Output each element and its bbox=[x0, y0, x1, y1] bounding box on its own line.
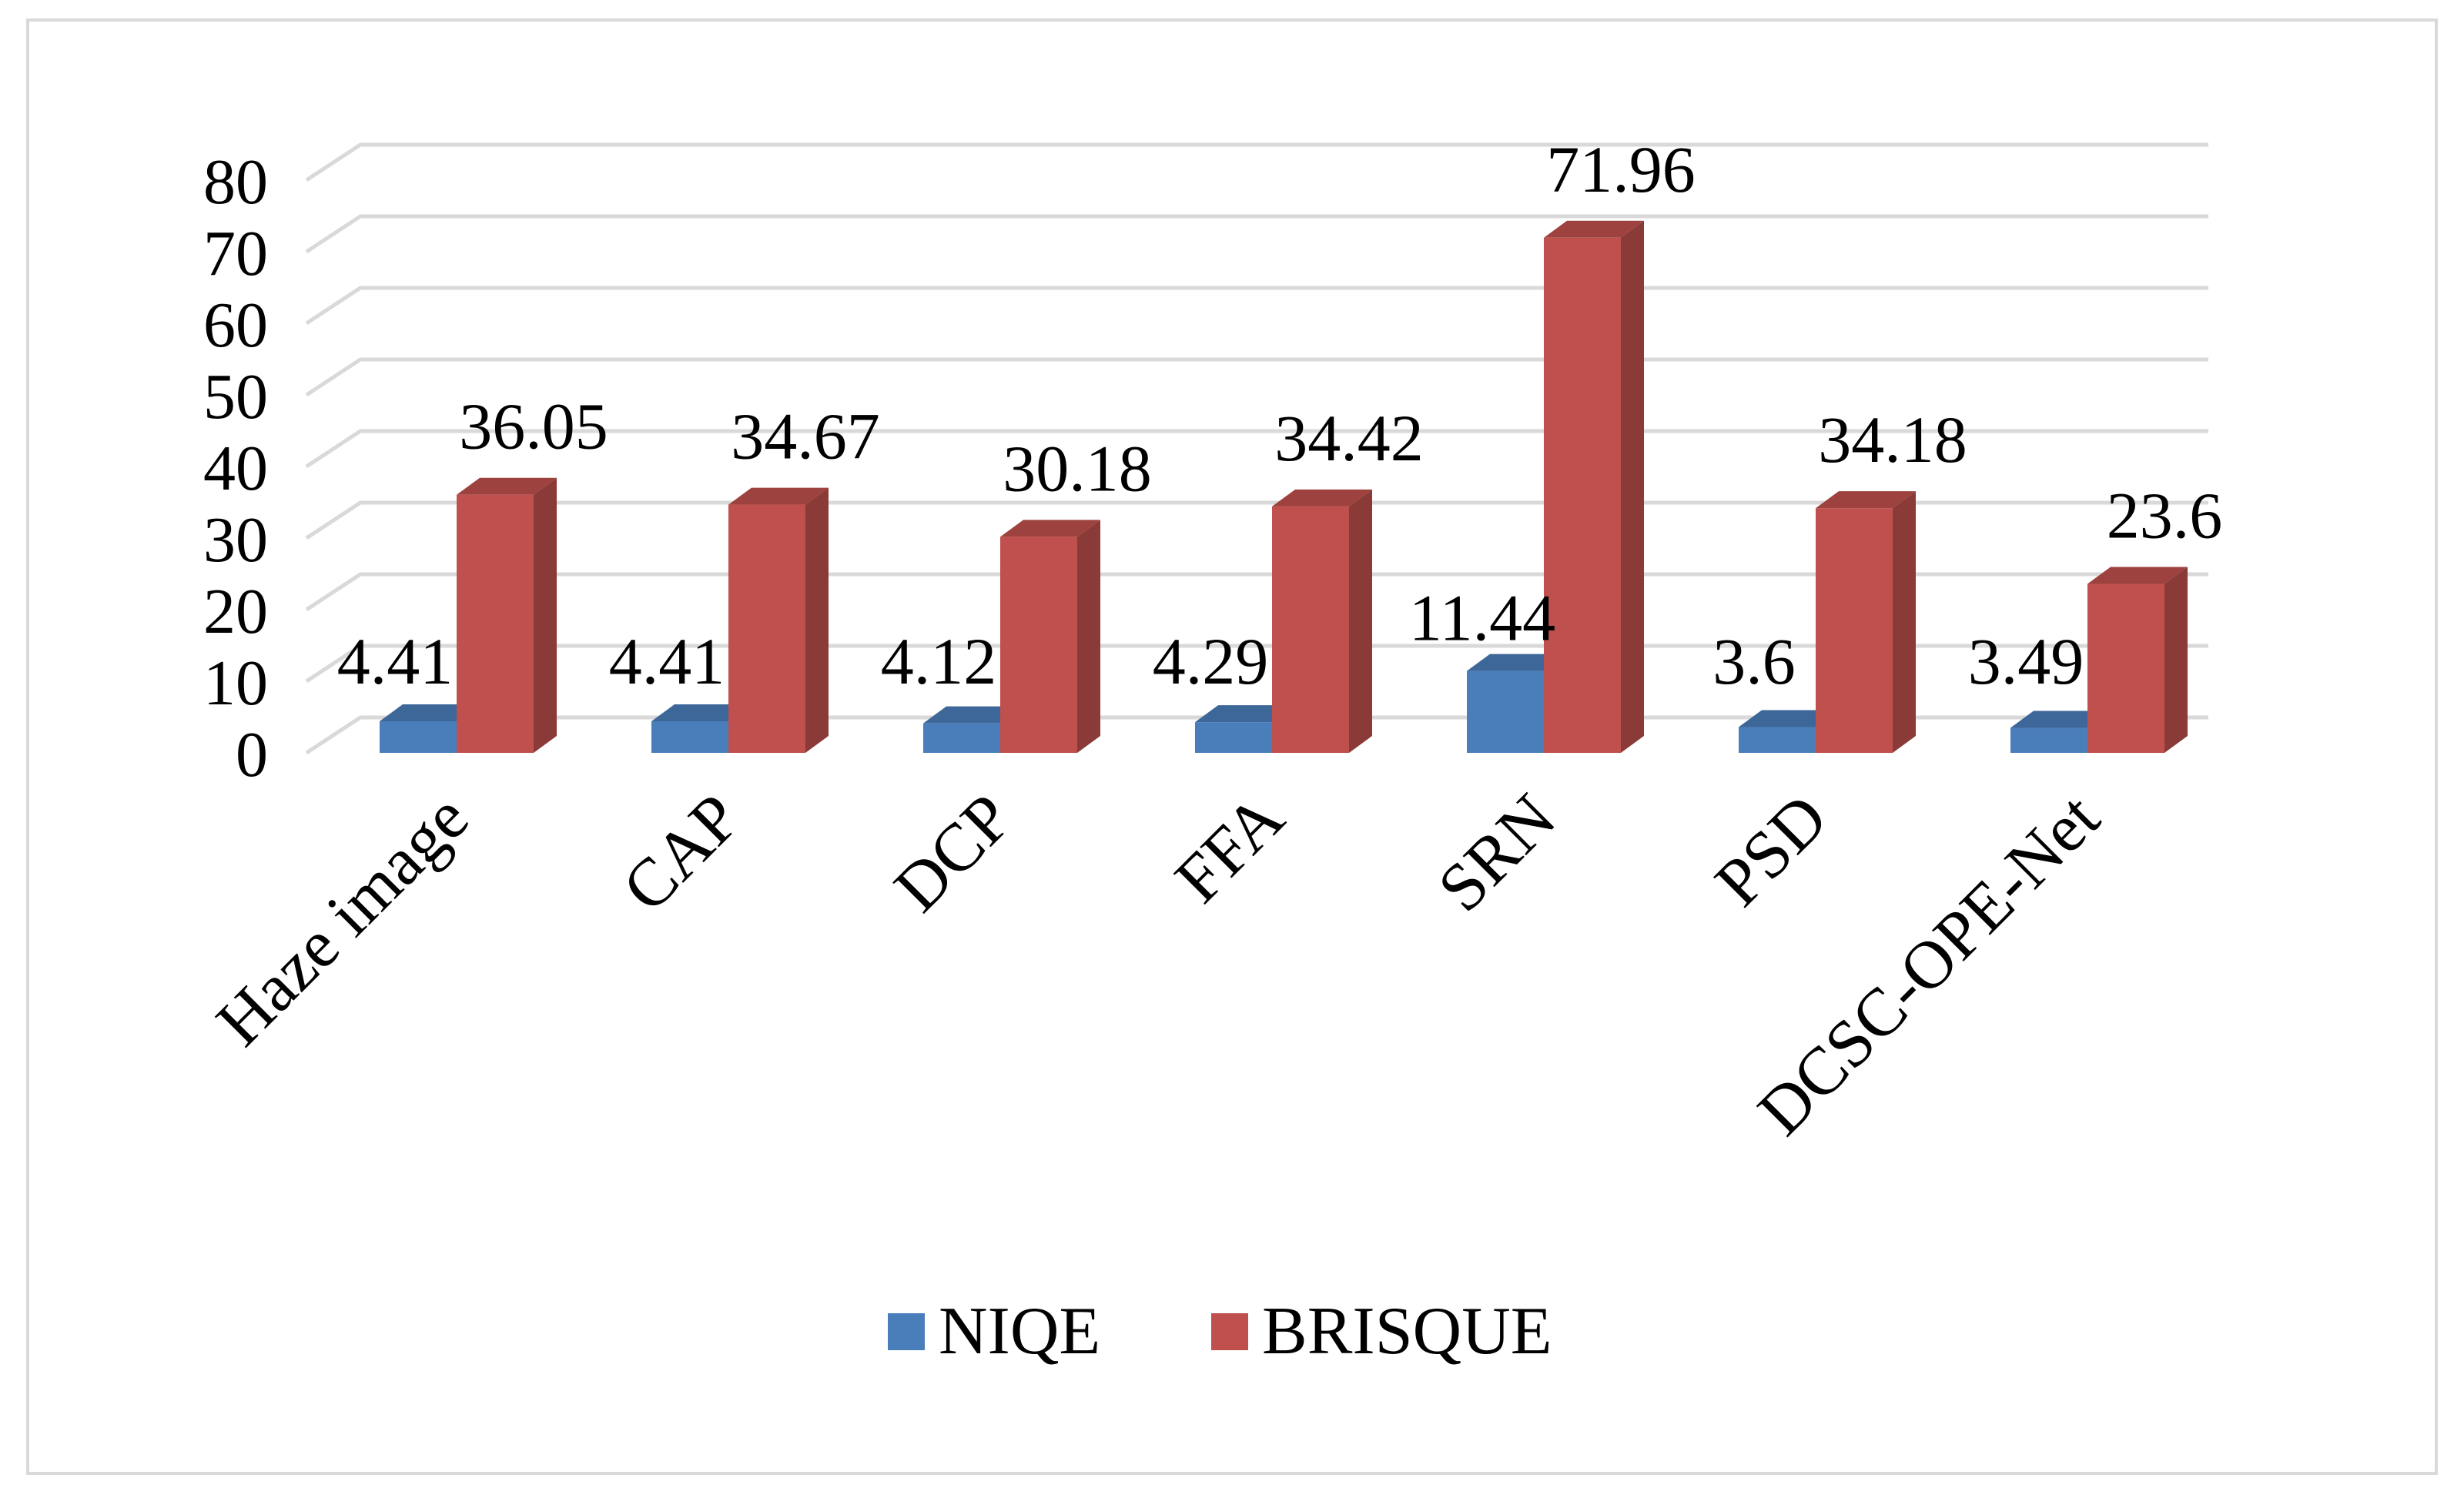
y-tick-label: 0 bbox=[236, 719, 268, 791]
x-category-label: SRN bbox=[1424, 781, 1571, 927]
bar-brisque-dcsc-ope-net bbox=[2087, 567, 2188, 753]
bar-brisque-dcp bbox=[1000, 520, 1100, 753]
chart-frame: 0 10 20 30 40 50 60 70 80 4.41 36.05 4.41 34.67 4.12… bbox=[26, 18, 2438, 1475]
gridline bbox=[305, 286, 2208, 326]
bar-brisque-cap bbox=[728, 487, 829, 753]
data-label-brisque: 34.67 bbox=[731, 400, 880, 473]
gridline bbox=[305, 500, 2208, 540]
legend-swatch-niqe bbox=[888, 1313, 925, 1350]
gridline bbox=[305, 142, 2208, 182]
bar-brisque-ffa bbox=[1272, 489, 1372, 753]
x-category-label: Haze image bbox=[203, 781, 483, 1061]
y-tick-label: 70 bbox=[203, 218, 268, 289]
data-label-niqe: 11.44 bbox=[1409, 581, 1555, 655]
legend-label-niqe: NIQE bbox=[939, 1294, 1100, 1369]
gridline bbox=[305, 572, 2208, 612]
legend-swatch-brisque bbox=[1211, 1313, 1248, 1350]
data-label-brisque: 71.96 bbox=[1546, 132, 1696, 206]
x-category-label: FFA bbox=[1161, 781, 1298, 918]
y-tick-label: 80 bbox=[203, 146, 268, 218]
legend: NIQE BRISQUE bbox=[888, 1294, 1552, 1369]
y-tick-label: 40 bbox=[203, 433, 268, 504]
data-label-brisque: 23.6 bbox=[2107, 479, 2223, 553]
data-label-brisque: 30.18 bbox=[1003, 431, 1152, 505]
y-tick-label: 10 bbox=[203, 647, 268, 719]
data-label-niqe: 3.49 bbox=[1968, 624, 2084, 698]
bar-brisque-psd bbox=[1816, 491, 1916, 753]
x-category-label: PSD bbox=[1701, 781, 1842, 921]
data-label-brisque: 36.05 bbox=[459, 390, 608, 463]
legend-label-brisque: BRISQUE bbox=[1262, 1294, 1552, 1369]
x-category-label: DCP bbox=[881, 781, 1027, 927]
data-label-niqe: 4.41 bbox=[609, 624, 725, 698]
bar-brisque-srn bbox=[1544, 220, 1644, 754]
data-label-niqe: 4.41 bbox=[337, 624, 454, 698]
bars bbox=[380, 220, 2188, 754]
y-tick-label: 20 bbox=[203, 576, 268, 647]
y-tick-label: 30 bbox=[203, 504, 268, 576]
data-label-niqe: 4.12 bbox=[881, 624, 997, 698]
x-category-label: CAP bbox=[609, 781, 755, 927]
data-label-brisque: 34.18 bbox=[1818, 403, 1967, 476]
y-tick-label: 50 bbox=[203, 361, 268, 433]
data-label-brisque: 34.42 bbox=[1274, 401, 1424, 475]
gridline bbox=[305, 214, 2208, 254]
gridlines bbox=[305, 142, 2208, 755]
data-label-niqe: 3.6 bbox=[1712, 624, 1796, 698]
data-label-niqe: 4.29 bbox=[1153, 624, 1269, 698]
y-tick-label: 60 bbox=[203, 289, 268, 361]
data-labels: 4.41 36.05 4.41 34.67 4.12 30.18 4.29 34.42 11.4… bbox=[337, 132, 2223, 698]
bar-brisque-haze-image bbox=[457, 477, 557, 753]
